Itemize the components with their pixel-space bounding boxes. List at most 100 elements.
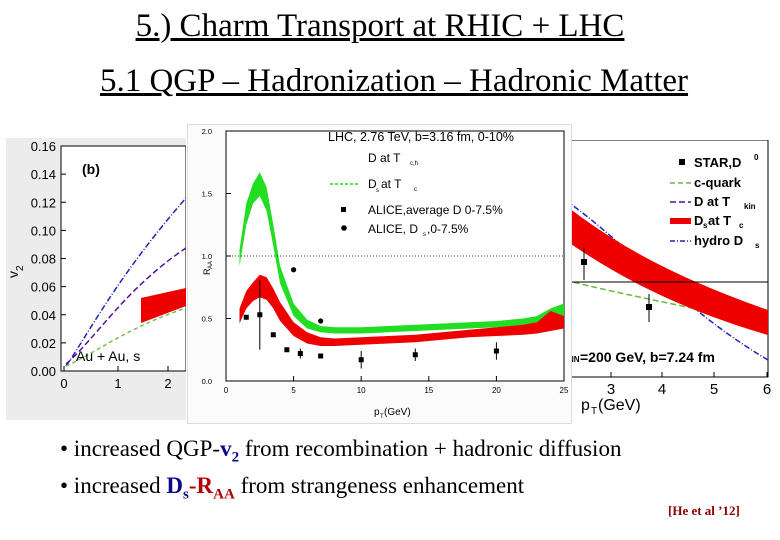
bullet-v2: • increased QGP-v2 from recombination + … <box>60 436 621 467</box>
legend-hydro-label: hydro D <box>694 233 743 248</box>
left-ytick-label: 0.06 <box>31 280 56 295</box>
raa-legend-ds-label: D <box>368 177 377 191</box>
left-system-label: Au + Au, s <box>76 348 140 364</box>
right-xtick-label: 3 <box>607 381 615 398</box>
raa-point-alice-d <box>297 351 303 356</box>
legend-star-sup: 0 <box>754 153 759 162</box>
legend-star-label: STAR,D <box>694 155 741 170</box>
left-ytick-label: 0.08 <box>31 252 56 267</box>
left-xtick-label: 0 <box>60 376 67 391</box>
raa-xlabel: p <box>374 407 380 418</box>
left-panel-tag: (b) <box>82 161 100 177</box>
left-ylabel-sub: 2 <box>15 265 26 271</box>
raa-legend: D at T c,h D s at T c ALICE,average D 0-… <box>330 151 503 238</box>
left-xtick-label: 1 <box>114 376 121 391</box>
left-ytick-label: 0.02 <box>31 336 56 351</box>
left-x-ticks: 0 1 2 <box>60 366 172 391</box>
raa-legend-d-sub: c,h <box>410 161 418 167</box>
raa-legend-d-label: D at T <box>368 151 401 165</box>
raa-point-alice-ds <box>318 318 324 324</box>
raa-legend-ds-sub: s <box>376 188 379 194</box>
right-xtick-label: 5 <box>710 381 718 398</box>
legend-hydro-sub: s <box>755 241 760 250</box>
raa-legend-alice-d-label: ALICE,average D 0-7.5% <box>368 203 503 217</box>
raa-point-alice-ds <box>291 267 297 273</box>
raa-legend-ds-suffix-sub: c <box>414 187 417 193</box>
legend-star-marker <box>679 159 685 165</box>
left-ylabel: v <box>6 271 21 278</box>
raa-legend-alice-ds-marker <box>341 225 347 231</box>
bullet-v2-pre: • increased QGP- <box>60 436 221 461</box>
raa-bands <box>239 172 564 346</box>
right-xtick-label: 4 <box>658 381 666 398</box>
raa-xtick-label: 5 <box>291 386 296 395</box>
left-plot-frame <box>60 145 187 372</box>
raa-chart-panel: 0 5 10 15 20 25 0.0 0.5 1.0 1.5 2.0 LHC, 2.76 TeV… <box>187 124 572 424</box>
raa-xlabel-sub: T <box>380 414 384 420</box>
raa-points <box>243 267 499 369</box>
bullet-ds-sub2: AA <box>213 486 235 503</box>
raa-ytick-label: 1.5 <box>202 190 212 199</box>
right-v2-plot: STAR,D 0 c-quark D at T kin D s at T c h… <box>562 139 771 417</box>
left-y-ticks: 0.16 0.14 0.12 0.10 0.08 0.06 0.04 0.02 0.00 <box>31 139 66 379</box>
bullet-ds-mid: -R <box>188 473 214 498</box>
right-xlabel-unit: (GeV) <box>598 397 641 414</box>
left-ytick-label: 0.04 <box>31 308 56 323</box>
left-xtick-label: 2 <box>164 376 171 391</box>
legend-ds-label: D <box>694 213 703 228</box>
raa-xtick-label: 25 <box>560 386 569 395</box>
right-c-quark-curve <box>564 279 769 326</box>
raa-legend-alice-ds-label: ALICE, D <box>368 222 418 236</box>
left-v2-panel: 0.16 0.14 0.12 0.10 0.08 0.06 0.04 0.02 0.00 v 2… <box>5 138 187 420</box>
raa-ytick-label: 2.0 <box>202 127 212 136</box>
raa-point-alice-d <box>284 347 290 353</box>
legend-dtkin-sub: kin <box>744 202 756 211</box>
right-xtick-label: 6 <box>763 381 771 398</box>
raa-title: LHC, 2.76 TeV, b=3.16 fm, 0-10% <box>328 130 514 144</box>
raa-y-ticks: 0.0 0.5 1.0 1.5 2.0 <box>202 127 231 386</box>
bullet-ds-pre: • increased <box>60 473 167 498</box>
raa-ytick-label: 0.0 <box>202 377 212 386</box>
raa-legend-alice-ds-suffix: ,0-7.5% <box>427 222 469 236</box>
slide-title: 5.) Charm Transport at RHIC + LHC <box>135 8 625 44</box>
left-ytick-label: 0.10 <box>31 223 56 238</box>
raa-x-ticks: 0 5 10 15 20 25 <box>224 376 569 395</box>
left-ytick-label: 0.14 <box>31 167 56 182</box>
left-ds-band <box>141 288 186 323</box>
right-hydro-curve <box>564 199 769 361</box>
raa-ytick-label: 1.0 <box>202 252 212 261</box>
left-ytick-label: 0.00 <box>31 364 56 379</box>
bullet-ds-sub: s <box>183 486 189 503</box>
raa-point-alice-d <box>358 357 364 363</box>
right-system-label: =200 GeV, b=7.24 fm <box>580 349 715 365</box>
legend-cquark-label: c-quark <box>694 175 742 190</box>
right-xlabel-sub: T <box>591 406 597 417</box>
slide-subtitle: 5.1 QGP – Hadronization – Hadronic Matte… <box>99 63 689 99</box>
raa-xtick-label: 0 <box>224 386 229 395</box>
legend-ds-sub: s <box>703 221 708 230</box>
raa-point-alice-d <box>318 353 324 359</box>
right-label-prefix: NN <box>568 355 580 364</box>
left-d-tkin-curve <box>65 247 187 365</box>
raa-point-alice-d <box>493 348 499 354</box>
raa-ylabel-sub: AA <box>208 261 214 269</box>
legend-ds-band <box>670 218 691 224</box>
raa-point-alice-d <box>270 332 276 338</box>
bullet-v2-post: from recombination + hadronic diffusion <box>239 436 622 461</box>
left-v2-plot: 0.16 0.14 0.12 0.10 0.08 0.06 0.04 0.02 0.00 v 2… <box>5 139 187 391</box>
raa-xlabel-unit: (GeV) <box>384 407 411 418</box>
bullet-ds-post: from strangeness enhancement <box>234 473 525 498</box>
raa-point-alice-d <box>243 314 249 320</box>
left-c-quark-curve <box>65 307 187 367</box>
right-xlabel: p <box>581 397 590 414</box>
bullet-ds-main: D <box>166 473 184 498</box>
raa-chart: 0 5 10 15 20 25 0.0 0.5 1.0 1.5 2.0 LHC, 2.76 TeV… <box>202 127 569 420</box>
raa-legend-alice-ds-sub: s <box>423 232 426 238</box>
legend-dtkin-label: D at T <box>694 194 730 209</box>
raa-xtick-label: 15 <box>424 386 433 395</box>
right-v2-panel: STAR,D 0 c-quark D at T kin D s at T c h… <box>562 139 777 420</box>
bullet-v2-sub: 2 <box>231 449 240 466</box>
legend-ds-tc-sub: c <box>739 221 744 230</box>
left-hydro-curve <box>65 197 187 367</box>
right-x-ticks: 3 4 5 6 <box>607 372 771 398</box>
